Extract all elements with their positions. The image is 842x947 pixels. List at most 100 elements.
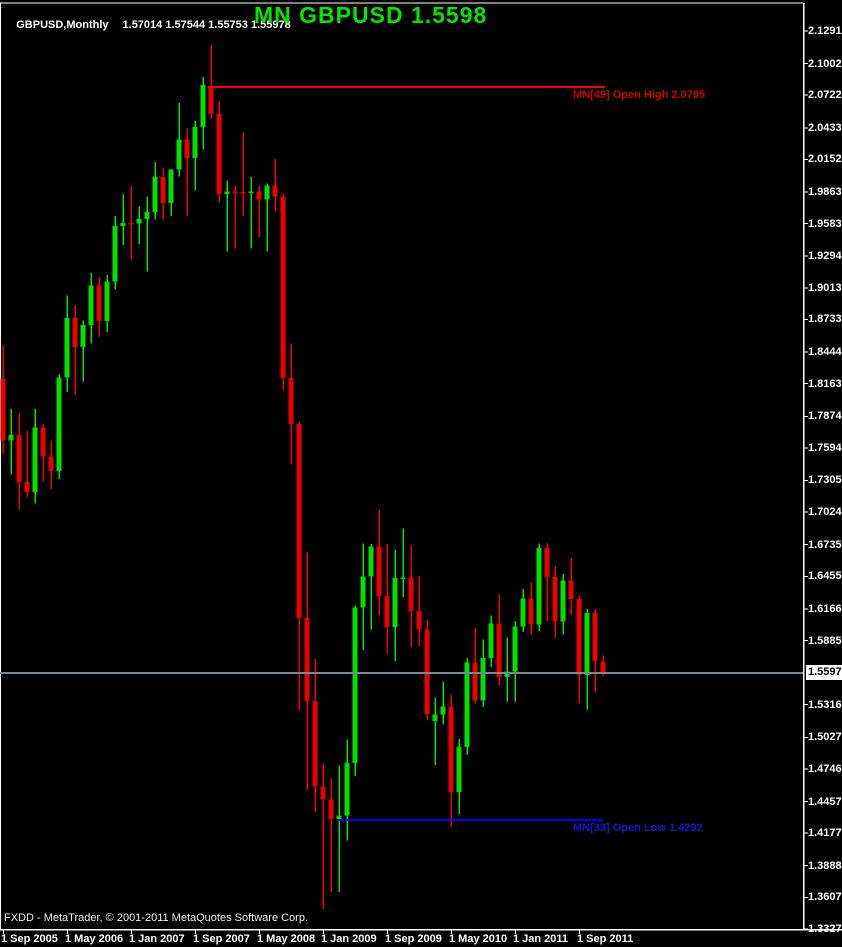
candle-body-may-2010 — [448, 706, 454, 793]
candle-body-dec-2006 — [120, 222, 126, 227]
candle-body-sep-2011 — [576, 599, 582, 675]
price-axis-label: 1.61660 — [808, 602, 842, 615]
price-axis-label: 1.81635 — [808, 377, 842, 390]
candle-body-may-2008 — [256, 191, 262, 200]
price-axis-label: 1.92940 — [808, 250, 842, 263]
candle-wick-jan-2007 — [130, 185, 132, 260]
candle-wick-jul-2009 — [370, 544, 372, 630]
candle-body-aug-2008 — [280, 196, 286, 378]
candle-body-feb-2007 — [136, 219, 142, 224]
candle-body-jul-2010 — [464, 662, 470, 748]
time-axis-label: 1 Jan 2011 — [513, 933, 569, 945]
candle-wick-dec-2005 — [26, 430, 28, 498]
candle-body-oct-2007 — [200, 84, 206, 128]
candle-wick-feb-2008 — [234, 185, 236, 249]
candle-body-mar-2008 — [240, 192, 246, 194]
candle-wick-jul-2008 — [274, 158, 276, 212]
candle-body-sep-2005 — [0, 379, 6, 441]
candle-wick-dec-2010 — [506, 637, 508, 702]
candle-body-oct-2009 — [392, 577, 398, 628]
price-axis-label: 1.67355 — [808, 538, 842, 551]
candle-wick-feb-2007 — [138, 206, 140, 244]
candle-body-may-2006 — [64, 318, 70, 378]
candle-body-apr-2007 — [152, 177, 158, 213]
time-axis-label: 1 Jan 2009 — [321, 933, 377, 945]
candle-body-may-2007 — [160, 177, 166, 204]
candle-body-oct-2008 — [296, 423, 302, 619]
candle-body-dec-2008 — [312, 700, 318, 787]
candle-body-jun-2007 — [168, 169, 174, 204]
candle-body-feb-2008 — [232, 191, 238, 194]
candle-body-jul-2007 — [176, 139, 182, 170]
time-axis-label: 1 Sep 2007 — [193, 933, 250, 945]
candle-body-nov-2007 — [208, 86, 214, 114]
candle-body-nov-2011 — [592, 613, 598, 661]
candle-body-aug-2010 — [472, 662, 478, 701]
price-axis-label: 1.47465 — [808, 762, 842, 775]
candle-body-mar-2006 — [48, 456, 54, 472]
candle-wick-jul-2006 — [82, 320, 84, 382]
candle-body-jun-2009 — [360, 576, 366, 608]
candle-wick-nov-2009 — [402, 528, 404, 598]
candle-body-jul-2009 — [368, 546, 374, 577]
symbol-period-label: GBPUSD,Monthly — [16, 19, 109, 31]
candle-body-aug-2006 — [88, 285, 94, 326]
candle-body-mar-2007 — [144, 212, 150, 220]
candle-body-apr-2011 — [536, 548, 542, 625]
price-axis-label: 2.07220 — [808, 89, 842, 102]
candle-body-feb-2009 — [328, 799, 334, 820]
candle-body-feb-2010 — [424, 629, 430, 715]
candle-body-feb-2006 — [40, 427, 46, 457]
candle-body-apr-2008 — [248, 191, 254, 194]
price-axis-label: 1.84440 — [808, 346, 842, 359]
candle-body-dec-2011 — [600, 661, 606, 673]
candle-body-oct-2006 — [104, 281, 110, 321]
price-axis-label: 1.33270 — [808, 923, 842, 935]
price-axis-label: 1.95830 — [808, 217, 842, 230]
price-axis-label: 1.36075 — [808, 891, 842, 904]
candle-body-may-2009 — [352, 607, 358, 763]
price-axis-label: 1.90135 — [808, 281, 842, 294]
price-axis-label: 1.98635 — [808, 186, 842, 198]
candle-body-jan-2007 — [128, 222, 134, 225]
candle-wick-mar-2007 — [146, 196, 148, 272]
price-axis-label: 1.87330 — [808, 313, 842, 326]
candle-wick-dec-2006 — [122, 193, 124, 246]
copyright-text: FXDD - MetaTrader, © 2001-2011 MetaQuote… — [4, 912, 309, 924]
price-axis-label: 1.50270 — [808, 731, 842, 744]
candle-body-nov-2005 — [16, 434, 22, 483]
candle-wick-jun-2006 — [74, 305, 76, 395]
candle-wick-oct-2005 — [10, 409, 12, 475]
price-axis-label: 1.41770 — [808, 827, 842, 840]
candle-body-jul-2008 — [272, 185, 278, 197]
candle-body-nov-2008 — [304, 618, 310, 701]
candle-body-sep-2009 — [384, 596, 390, 628]
price-axis-label: 2.04330 — [808, 121, 842, 134]
price-axis-label: 1.78745 — [808, 410, 842, 423]
candle-wick-apr-2008 — [250, 176, 252, 249]
candle-body-mar-2010 — [432, 714, 438, 722]
time-axis-label: 1 Jan 2007 — [129, 933, 185, 945]
candle-body-mar-2011 — [528, 598, 534, 625]
time-axis-label: 1 Sep 2005 — [1, 933, 58, 945]
candle-body-apr-2009 — [344, 762, 350, 816]
candle-wick-jan-2009 — [322, 763, 324, 910]
candle-body-sep-2008 — [288, 377, 294, 424]
time-axis-label: 1 May 2006 — [65, 933, 124, 945]
candle-wick-may-2008 — [258, 186, 260, 237]
candle-body-apr-2006 — [56, 377, 62, 472]
price-axis-label: 1.64550 — [808, 570, 842, 583]
price-axis-label: 2.01525 — [808, 153, 842, 166]
price-axis-label: 1.53160 — [808, 698, 842, 711]
ohlc-values: 1.57014 1.57544 1.55753 1.55978 — [122, 19, 291, 31]
candle-wick-feb-2009 — [330, 778, 332, 892]
candle-body-feb-2011 — [520, 598, 526, 627]
candle-body-dec-2009 — [408, 577, 414, 611]
candle-body-apr-2010 — [440, 706, 446, 715]
price-axis-label: 2.10025 — [808, 57, 842, 70]
candle-body-jan-2009 — [320, 786, 326, 800]
candle-body-dec-2007 — [216, 113, 222, 195]
candle-body-nov-2006 — [112, 226, 118, 282]
candle-body-sep-2010 — [480, 658, 486, 701]
